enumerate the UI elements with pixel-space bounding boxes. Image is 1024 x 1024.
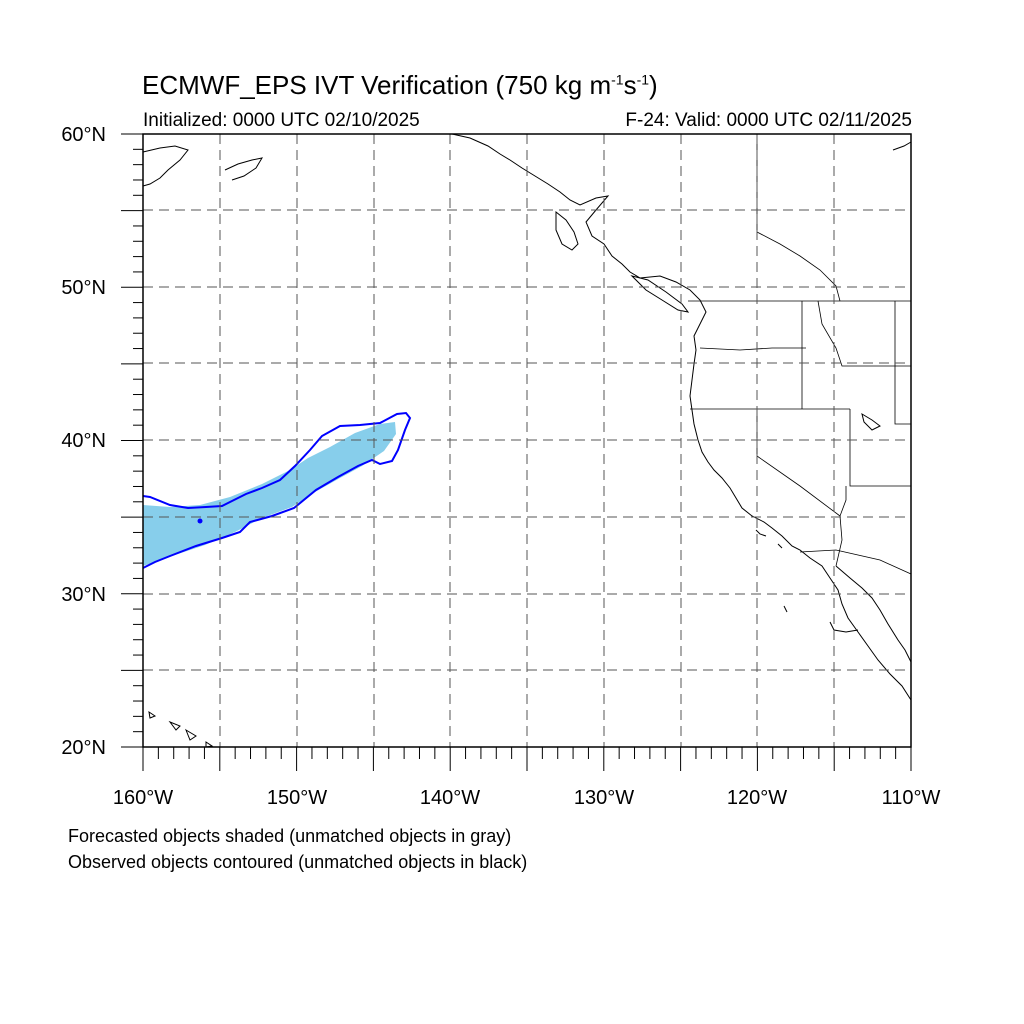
footnote-observed: Observed objects contoured (unmatched ob…	[68, 852, 528, 872]
lon-label-150w: 150°W	[267, 787, 327, 809]
lon-label-110w: 110°W	[882, 787, 941, 809]
lat-label-40: 40°N	[61, 430, 106, 452]
observed-point	[197, 518, 203, 524]
coastlines	[142, 133, 912, 748]
lon-label-140w: 140°W	[420, 787, 480, 809]
lon-label-160w: 160°W	[113, 787, 173, 809]
graticule	[143, 134, 911, 747]
lat-label-20: 20°N	[61, 737, 106, 759]
forecast-ivt-object	[143, 422, 396, 566]
lon-label-130w: 130°W	[574, 787, 634, 809]
lat-label-30: 30°N	[61, 584, 106, 606]
political-borders	[688, 134, 912, 575]
lat-labels: 60°N 50°N 40°N 30°N 20°N	[61, 124, 106, 759]
lon-labels: 160°W 150°W 140°W 130°W 120°W 110°W	[113, 787, 941, 809]
lat-label-50: 50°N	[61, 277, 106, 299]
lat-label-60: 60°N	[61, 124, 106, 146]
lon-label-120w: 120°W	[727, 787, 787, 809]
tick-marks	[121, 133, 912, 771]
init-time-label: Initialized: 0000 UTC 02/10/2025	[143, 110, 420, 131]
map-title: ECMWF_EPS IVT Verification (750 kg m-1s-…	[142, 70, 658, 100]
footnote-forecast: Forecasted objects shaded (unmatched obj…	[68, 826, 512, 846]
observed-ivt-contour	[142, 411, 412, 569]
valid-time-label: F-24: Valid: 0000 UTC 02/11/2025	[625, 110, 912, 131]
